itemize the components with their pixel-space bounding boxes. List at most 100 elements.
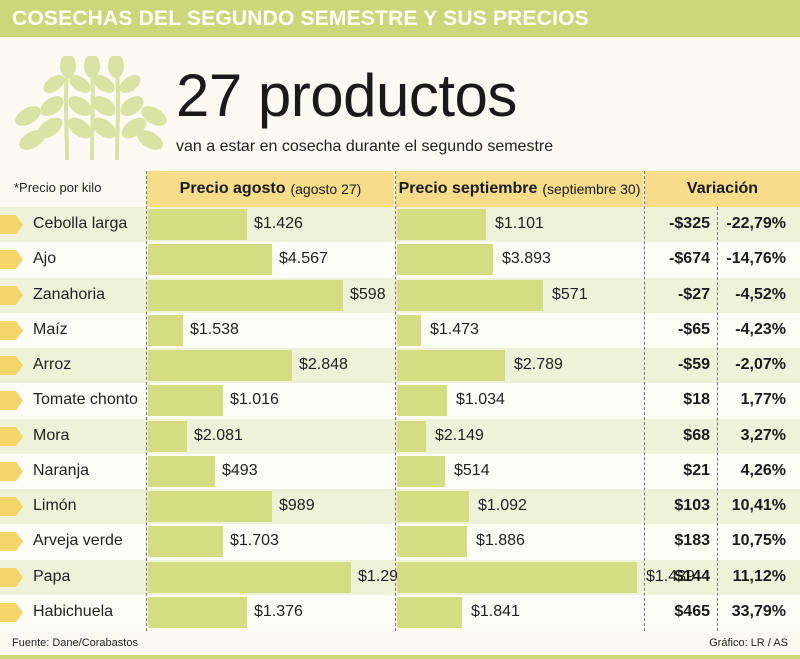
headline-count: 27 productos (176, 62, 517, 129)
title-banner: COSECHAS DEL SEGUNDO SEMESTRE Y SUS PREC… (0, 0, 800, 37)
divider-variation (644, 171, 645, 631)
value-september: $1.886 (476, 532, 525, 550)
row-marker-icon (0, 461, 23, 481)
bar-september (397, 491, 469, 522)
value-august: $1.703 (230, 532, 279, 550)
bar-september (397, 314, 421, 346)
table-row: Limón $989 $1.092 $103 10,41% (0, 489, 800, 525)
bar-september (397, 279, 543, 311)
leaves-illustration-icon (15, 56, 167, 160)
header-september: Precio septiembre (septiembre 30) (396, 171, 643, 207)
value-august: $598 (350, 285, 386, 303)
variation-amount: $465 (674, 602, 710, 620)
divider-percent (717, 207, 718, 631)
header-variation: Variación (645, 171, 800, 207)
price-table: Cebolla larga $1.426 $1.101 -$325 -22,79% Ajo… (0, 207, 800, 630)
variation-amount: $21 (683, 461, 710, 479)
variation-percent: 10,75% (731, 532, 786, 550)
bar-august (148, 385, 223, 417)
bar-august (148, 596, 247, 628)
bar-august (148, 209, 247, 240)
variation-amount: $68 (683, 426, 710, 444)
variation-percent: 11,12% (732, 567, 786, 585)
credit-note: Gráfico: LR / AS (709, 637, 788, 649)
table-row: Ajo $4.567 $3.893 -$674 -14,76% (0, 242, 800, 278)
row-marker-icon (0, 391, 23, 411)
bar-august (148, 491, 272, 522)
variation-percent: -4,52% (735, 285, 786, 303)
variation-percent: 33,79% (731, 602, 786, 620)
header-september-date: (septiembre 30) (542, 181, 641, 197)
variation-amount: -$65 (677, 320, 710, 338)
bar-september (397, 385, 447, 417)
banner-title: COSECHAS DEL SEGUNDO SEMESTRE Y SUS PREC… (12, 7, 589, 30)
variation-percent: 10,41% (731, 497, 786, 514)
row-marker-icon (0, 250, 23, 270)
bar-august (148, 244, 272, 276)
value-september: $2.149 (435, 426, 484, 444)
bar-september (397, 420, 426, 452)
value-august: $1.295 (358, 567, 407, 585)
row-marker-icon (0, 426, 23, 446)
value-august: $989 (279, 497, 315, 514)
variation-percent: -14,76% (726, 250, 786, 268)
variation-amount: $183 (674, 532, 710, 550)
headline-subtitle: van a estar en cosecha durante el segund… (176, 138, 554, 155)
bar-september (397, 596, 462, 628)
bar-september (397, 455, 445, 487)
header-september-label: Precio septiembre (398, 180, 538, 197)
product-name: Limón (33, 497, 77, 514)
bar-august (148, 350, 292, 381)
bar-september (397, 209, 486, 240)
value-august: $1.376 (254, 602, 303, 620)
table-row: Habichuela $1.376 $1.841 $465 33,79% (0, 594, 800, 630)
value-august: $2.848 (299, 356, 348, 373)
variation-percent: -22,79% (726, 215, 786, 232)
value-september: $1.101 (495, 215, 544, 232)
bar-august (148, 420, 187, 452)
value-september: $1.473 (430, 320, 479, 338)
header-variation-label: Variación (686, 180, 759, 197)
value-september: $571 (552, 285, 588, 303)
product-name: Papa (33, 567, 71, 585)
value-september: $514 (454, 461, 490, 479)
bar-september (397, 561, 637, 593)
value-september: $1.439 (646, 567, 695, 585)
value-september: $1.034 (456, 391, 505, 409)
bar-august (148, 279, 343, 311)
row-marker-icon (0, 285, 23, 305)
table-row: Naranja $493 $514 $21 4,26% (0, 453, 800, 489)
value-august: $1.538 (190, 320, 239, 338)
variation-amount: $18 (683, 391, 710, 409)
variation-percent: -2,07% (735, 356, 786, 373)
bar-august (148, 455, 215, 487)
value-september: $1.092 (478, 497, 527, 514)
bar-august (148, 314, 183, 346)
source-note: Fuente: Dane/Corabastos (12, 637, 138, 649)
product-name: Naranja (33, 461, 90, 479)
header-august: Precio agosto (agosto 27) (147, 171, 394, 207)
bar-august (148, 561, 351, 593)
value-september: $2.789 (514, 356, 563, 373)
variation-amount: -$59 (677, 356, 710, 373)
bar-september (397, 526, 467, 558)
value-august: $1.016 (230, 391, 279, 409)
variation-percent: 3,27% (740, 426, 786, 444)
product-name: Arveja verde (33, 532, 123, 550)
product-name: Tomate chonto (33, 391, 138, 409)
table-row: Cebolla larga $1.426 $1.101 -$325 -22,79% (0, 207, 800, 243)
variation-percent: 1,77% (740, 391, 786, 409)
bar-september (397, 350, 505, 381)
product-name: Mora (33, 426, 70, 444)
table-row: Arroz $2.848 $2.789 -$59 -2,07% (0, 348, 800, 384)
variation-amount: $144 (674, 567, 710, 585)
row-marker-icon (0, 356, 23, 375)
table-row: Tomate chonto $1.016 $1.034 $18 1,77% (0, 383, 800, 419)
header-august-date: (agosto 27) (290, 181, 362, 197)
value-august: $2.081 (194, 426, 243, 444)
variation-percent: -4,23% (735, 320, 786, 338)
row-marker-icon (0, 320, 23, 340)
product-name: Ajo (33, 250, 57, 268)
value-august: $4.567 (279, 250, 328, 268)
variation-percent: 4,26% (740, 461, 786, 479)
